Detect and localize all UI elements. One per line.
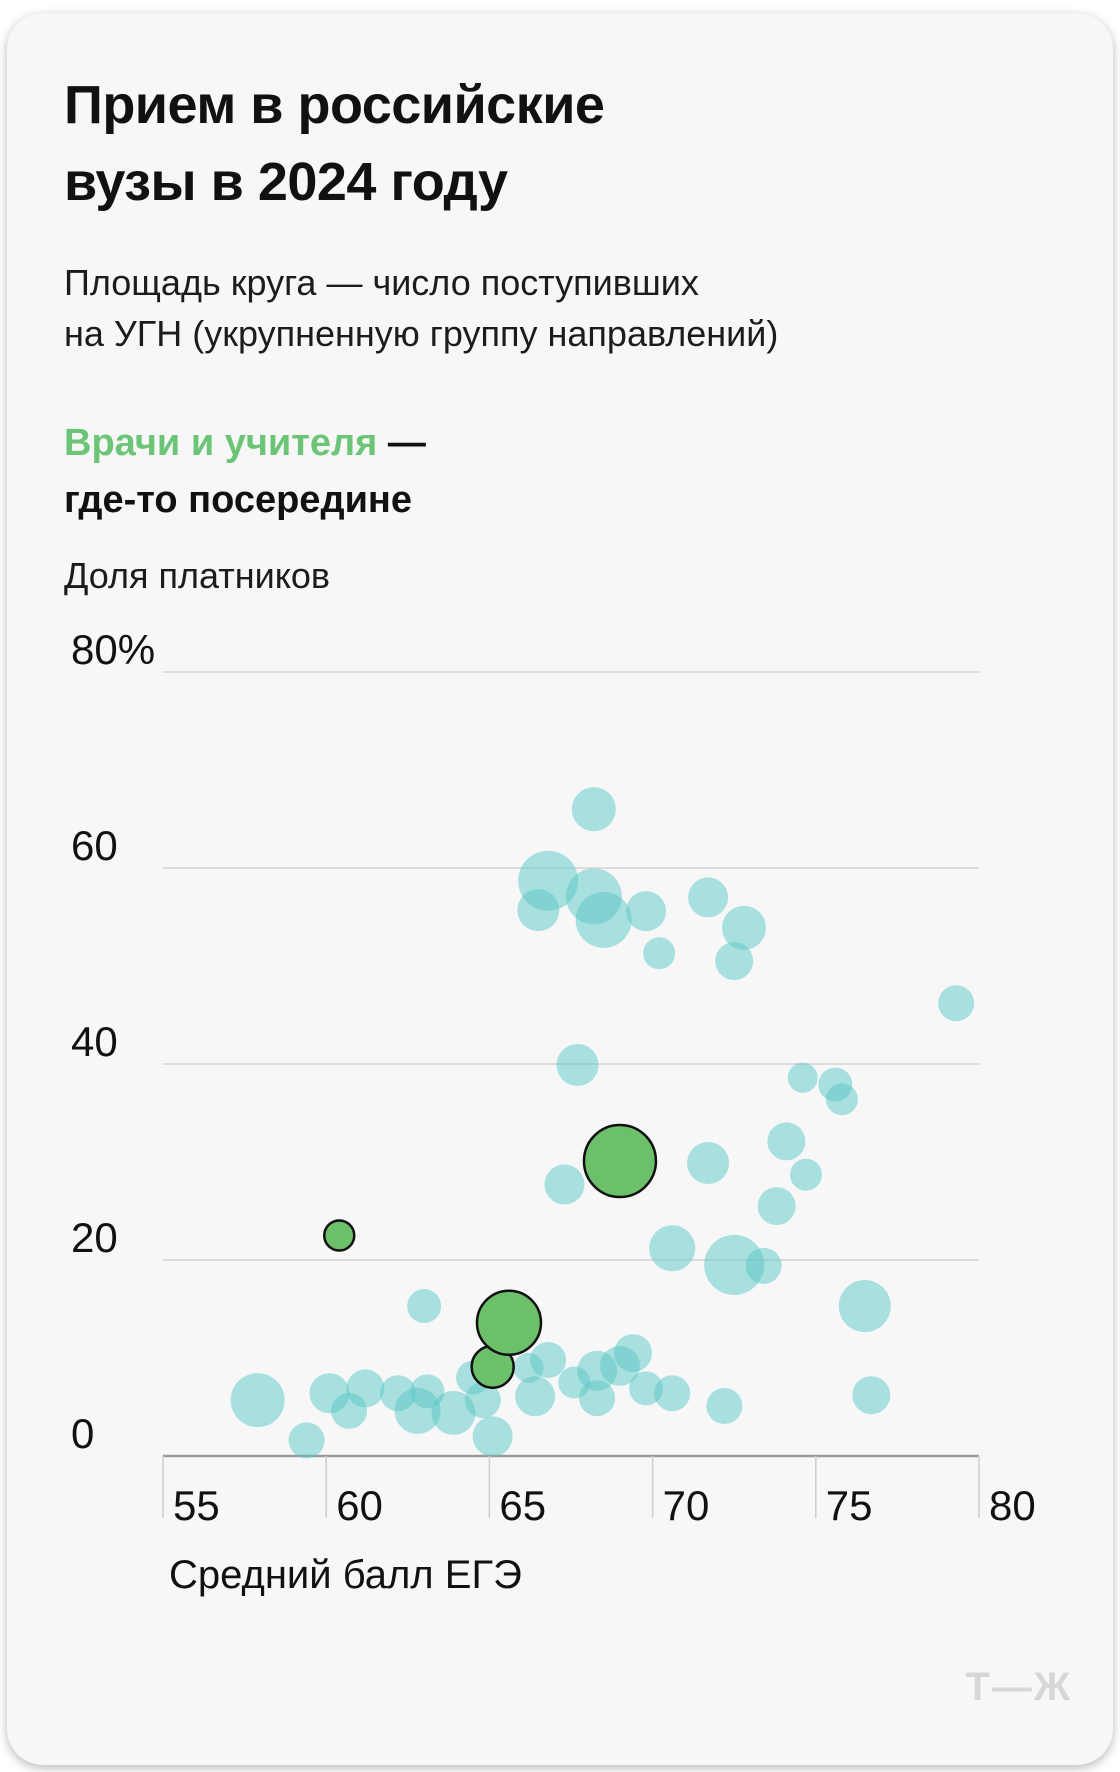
bubble-ugn-22 bbox=[745, 1247, 782, 1284]
title-line-1: Прием в российские bbox=[64, 75, 605, 135]
bubble-ugn-30 bbox=[852, 1376, 891, 1415]
y-tick-label-80: 80% bbox=[71, 626, 155, 673]
bubble-ugn-36 bbox=[394, 1387, 441, 1434]
bubble-ugn-10 bbox=[938, 985, 975, 1022]
bubble-ugn-44 bbox=[579, 1380, 616, 1417]
y-tick-label-60: 60 bbox=[71, 822, 118, 869]
bubble-ugn-26 bbox=[513, 1352, 544, 1383]
subtitle-line-1: Площадь круга — число поступивших bbox=[64, 262, 699, 303]
highlight-heading-line2: где-то посередине bbox=[64, 479, 413, 521]
highlight-green-text: Врачи и учителя bbox=[64, 422, 378, 464]
bubble-ugn-0 bbox=[571, 787, 616, 832]
highlight-heading: Врачи и учителя — bbox=[64, 415, 426, 472]
x-axis-title: Средний балл ЕГЭ bbox=[169, 1553, 522, 1597]
bubble-ugn-46 bbox=[654, 1375, 691, 1412]
bubble-ugn-5 bbox=[626, 891, 667, 932]
bubble-highlight-3 bbox=[582, 1123, 658, 1199]
bubble-ugn-41 bbox=[472, 1416, 513, 1457]
bubble-ugn-11 bbox=[556, 1043, 599, 1086]
y-tick-label-0: 0 bbox=[71, 1410, 94, 1457]
bubble-ugn-38 bbox=[431, 1390, 476, 1435]
x-tick-label-70: 70 bbox=[663, 1482, 710, 1529]
bubble-ugn-18 bbox=[544, 1164, 585, 1205]
bubble-ugn-20 bbox=[649, 1225, 696, 1272]
subtitle: Площадь круга — число поступивших на УГН … bbox=[64, 257, 778, 359]
bubble-ugn-12 bbox=[787, 1062, 818, 1093]
bubble-ugn-7 bbox=[688, 877, 729, 918]
bubble-ugn-14 bbox=[825, 1083, 858, 1116]
x-tick-label-55: 55 bbox=[173, 1482, 220, 1529]
bubble-highlight-0 bbox=[323, 1219, 356, 1252]
bubble-ugn-16 bbox=[687, 1141, 730, 1184]
bubble-ugn-23 bbox=[407, 1289, 442, 1324]
bubble-ugn-48 bbox=[288, 1422, 325, 1459]
bubble-ugn-31 bbox=[230, 1373, 285, 1428]
bubble-ugn-9 bbox=[715, 942, 754, 981]
bubble-ugn-6 bbox=[643, 937, 676, 970]
bubble-ugn-40 bbox=[464, 1382, 501, 1419]
x-tick-label-75: 75 bbox=[826, 1482, 873, 1529]
x-tick-label-80: 80 bbox=[989, 1482, 1036, 1529]
bubble-ugn-45 bbox=[577, 1350, 618, 1391]
bubble-ugn-37 bbox=[331, 1392, 368, 1429]
x-tick-label-65: 65 bbox=[499, 1482, 546, 1529]
bubble-ugn-8 bbox=[721, 905, 766, 950]
bubble-ugn-2 bbox=[517, 889, 560, 932]
bubble-ugn-42 bbox=[515, 1376, 556, 1417]
y-tick-label-20: 20 bbox=[71, 1214, 118, 1261]
bubble-ugn-4 bbox=[575, 891, 632, 948]
bubble-ugn-21 bbox=[704, 1234, 765, 1295]
bubble-ugn-24 bbox=[838, 1280, 891, 1333]
bubble-highlight-2 bbox=[475, 1289, 543, 1356]
subtitle-line-2: на УГН (укрупненную группу направлений) bbox=[64, 313, 779, 354]
bubble-ugn-47 bbox=[706, 1388, 743, 1425]
y-axis-title: Доля платников bbox=[64, 555, 331, 596]
title-line-2: вузы в 2024 году bbox=[64, 152, 508, 212]
bubble-ugn-17 bbox=[790, 1158, 823, 1191]
card: Прием в российские вузы в 2024 году Площа… bbox=[7, 13, 1113, 1765]
y-tick-label-40: 40 bbox=[71, 1018, 118, 1065]
highlight-dash: — bbox=[387, 422, 426, 464]
bubble-chart: 80% 60 40 20 0 55 60 65 70 75 80 bbox=[71, 626, 1036, 1529]
bubble-ugn-15 bbox=[767, 1122, 806, 1161]
tj-logo: Т—Ж bbox=[965, 1665, 1072, 1709]
bubble-ugn-19 bbox=[757, 1187, 796, 1226]
page-title: Прием в российские вузы в 2024 году bbox=[64, 67, 605, 221]
x-tick-label-60: 60 bbox=[336, 1482, 383, 1529]
